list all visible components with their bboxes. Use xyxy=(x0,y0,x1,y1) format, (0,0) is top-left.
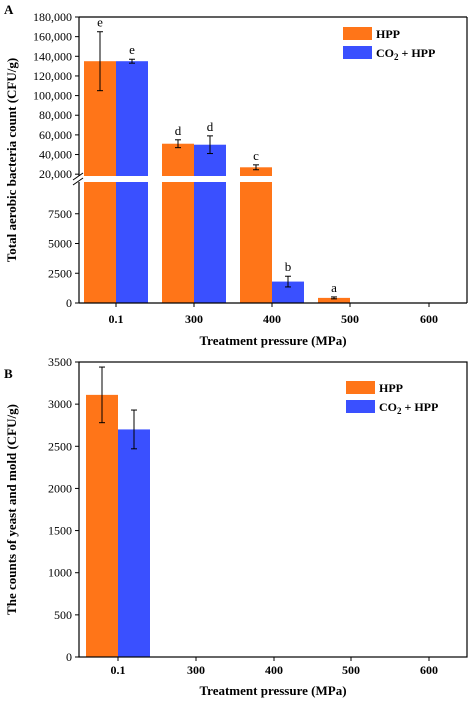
legend-swatch xyxy=(346,400,375,413)
legend-swatch xyxy=(343,46,372,59)
y-tick-label: 120,000 xyxy=(33,69,72,83)
y-tick-label: 0 xyxy=(66,296,72,310)
significance-letter: d xyxy=(207,119,214,134)
error-bar xyxy=(331,296,337,300)
y-tick-label: 2500 xyxy=(48,266,72,280)
legend-swatch xyxy=(346,381,375,394)
legend-label: HPP xyxy=(379,381,403,395)
x-axis-title: Treatment pressure (MPa) xyxy=(199,333,346,348)
significance-letter: a xyxy=(331,280,337,295)
y-tick-label: 5000 xyxy=(48,237,72,251)
y-tick-label: 20,000 xyxy=(39,167,72,181)
y-axis-title: Total aerobic bacteria count (CFU/g) xyxy=(4,58,19,262)
bar xyxy=(194,144,226,303)
x-tick-label: 300 xyxy=(187,663,205,677)
error-bar xyxy=(131,409,137,450)
y-tick-label: 1500 xyxy=(48,524,72,538)
y-tick-label: 180,000 xyxy=(33,10,72,24)
significance-letter: e xyxy=(129,42,135,57)
bar xyxy=(86,394,118,657)
legend-swatch xyxy=(343,27,372,40)
error-bar xyxy=(207,135,213,155)
bar xyxy=(84,61,116,303)
significance-letter: e xyxy=(97,15,103,30)
axis-break-mark xyxy=(72,177,84,186)
y-tick-label: 60,000 xyxy=(39,128,72,142)
x-tick-label: 500 xyxy=(342,663,360,677)
bar xyxy=(162,143,194,303)
error-bar xyxy=(99,366,105,424)
x-tick-label: 400 xyxy=(263,312,281,326)
panel-label: B xyxy=(4,366,13,381)
y-tick-label: 100,000 xyxy=(33,89,72,103)
bar xyxy=(118,429,150,657)
error-bar xyxy=(253,164,259,171)
bar xyxy=(116,61,148,303)
significance-letter: d xyxy=(175,123,182,138)
error-bar xyxy=(285,275,291,288)
legend-label: CO2 + HPP xyxy=(379,400,438,416)
panel-a: A 0 2500 5000 7500 20,000 40,000 60,000 80,000 10… xyxy=(4,2,468,348)
x-tick-label: 400 xyxy=(265,663,283,677)
y-tick-label: 160,000 xyxy=(33,30,72,44)
x-tick-label: 0.1 xyxy=(111,663,126,677)
significance-letter: c xyxy=(253,148,259,163)
y-axis-title: The counts of yeast and mold (CFU/g) xyxy=(4,404,19,615)
bar xyxy=(272,281,304,303)
y-tick-label: 1000 xyxy=(48,566,72,580)
significance-letter: b xyxy=(285,259,292,274)
error-bar xyxy=(97,31,103,92)
x-tick-label: 500 xyxy=(341,312,359,326)
x-tick-label: 600 xyxy=(420,663,438,677)
y-tick-label: 80,000 xyxy=(39,108,72,122)
error-bar xyxy=(175,139,181,149)
x-tick-label: 300 xyxy=(185,312,203,326)
y-tick-label: 0 xyxy=(66,650,72,664)
bar xyxy=(318,297,350,303)
x-tick-label: 600 xyxy=(420,312,438,326)
bar xyxy=(240,167,272,303)
x-axis-title: Treatment pressure (MPa) xyxy=(199,683,346,698)
plot-frame xyxy=(78,361,468,658)
axis-break-gap xyxy=(71,176,467,182)
y-tick-label: 7500 xyxy=(48,207,72,221)
y-tick-label: 2000 xyxy=(48,481,72,495)
legend-label: HPP xyxy=(376,27,400,41)
x-tick-label: 0.1 xyxy=(109,312,124,326)
y-tick-label: 3500 xyxy=(48,355,72,369)
legend-label: CO2 + HPP xyxy=(376,46,435,62)
axis-break-mark xyxy=(72,172,84,181)
y-tick-label: 3000 xyxy=(48,397,72,411)
y-tick-label: 2500 xyxy=(48,439,72,453)
y-tick-label: 500 xyxy=(54,608,72,622)
panel-b: B 0 500 1000 1500 2000 2500 3000 3500 0.1 300 400 50… xyxy=(4,355,468,698)
error-bar xyxy=(129,58,135,64)
y-tick-label: 40,000 xyxy=(39,148,72,162)
panel-label: A xyxy=(4,2,14,17)
y-tick-label: 140,000 xyxy=(33,49,72,63)
